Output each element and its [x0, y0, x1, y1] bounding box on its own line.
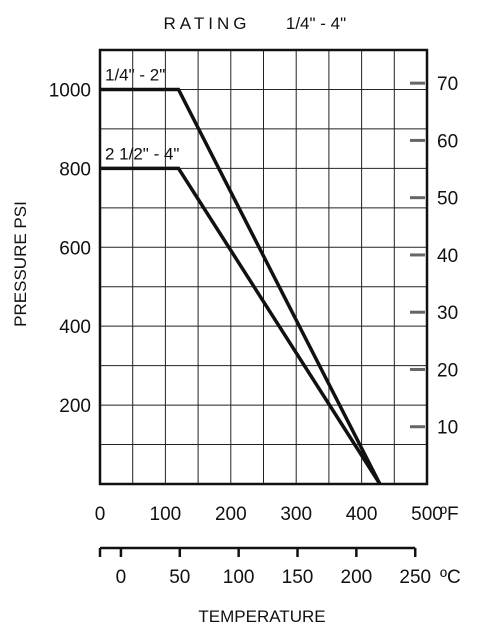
x-tick-label-f: 400 [346, 504, 378, 525]
x-tick-label-f: 200 [215, 504, 247, 525]
series-line [100, 87, 382, 485]
y-tick-label-psi: 400 [59, 317, 91, 338]
x-unit-c: ºC [440, 567, 461, 588]
y-tick-label-psi: 600 [59, 238, 91, 259]
chart-subtitle: 1/4" - 4" [286, 14, 346, 33]
x-tick-label-c: 150 [282, 567, 314, 588]
y-tick-label-right: 10 [437, 418, 458, 439]
x-tick-label-f: 100 [150, 504, 182, 525]
x-tick-label-c: 200 [341, 567, 373, 588]
y-tick-label-right: 20 [437, 360, 458, 381]
series-line [100, 166, 382, 485]
x-tick-label-f: 300 [280, 504, 312, 525]
y-tick-label-right: 60 [437, 131, 458, 152]
y-tick-label-psi: 1000 [49, 80, 91, 101]
y-tick-label-right: 30 [437, 303, 458, 324]
y-tick-label-right: 50 [437, 189, 458, 210]
y-tick-label-psi: 200 [59, 396, 91, 417]
series-label: 1/4" - 2" [105, 65, 165, 84]
x-tick-label-f: 0 [95, 504, 106, 525]
x-unit-f: ºF [440, 504, 459, 525]
chart-title: RATING [164, 14, 251, 33]
series-label: 2 1/2" - 4" [105, 144, 179, 163]
x-tick-label-c: 50 [169, 567, 190, 588]
y-tick-label-psi: 800 [59, 159, 91, 180]
x-tick-label-c: 250 [399, 567, 431, 588]
x-tick-label-c: 0 [116, 567, 127, 588]
y-tick-label-right: 40 [437, 246, 458, 267]
plot-frame [98, 48, 429, 486]
x-tick-label-f: 500 [411, 504, 443, 525]
x-tick-label-c: 100 [223, 567, 255, 588]
y-axis-label: PRESSURE PSI [11, 201, 30, 327]
y-tick-label-right: 70 [437, 74, 458, 95]
x-axis-label: TEMPERATURE [198, 607, 325, 626]
